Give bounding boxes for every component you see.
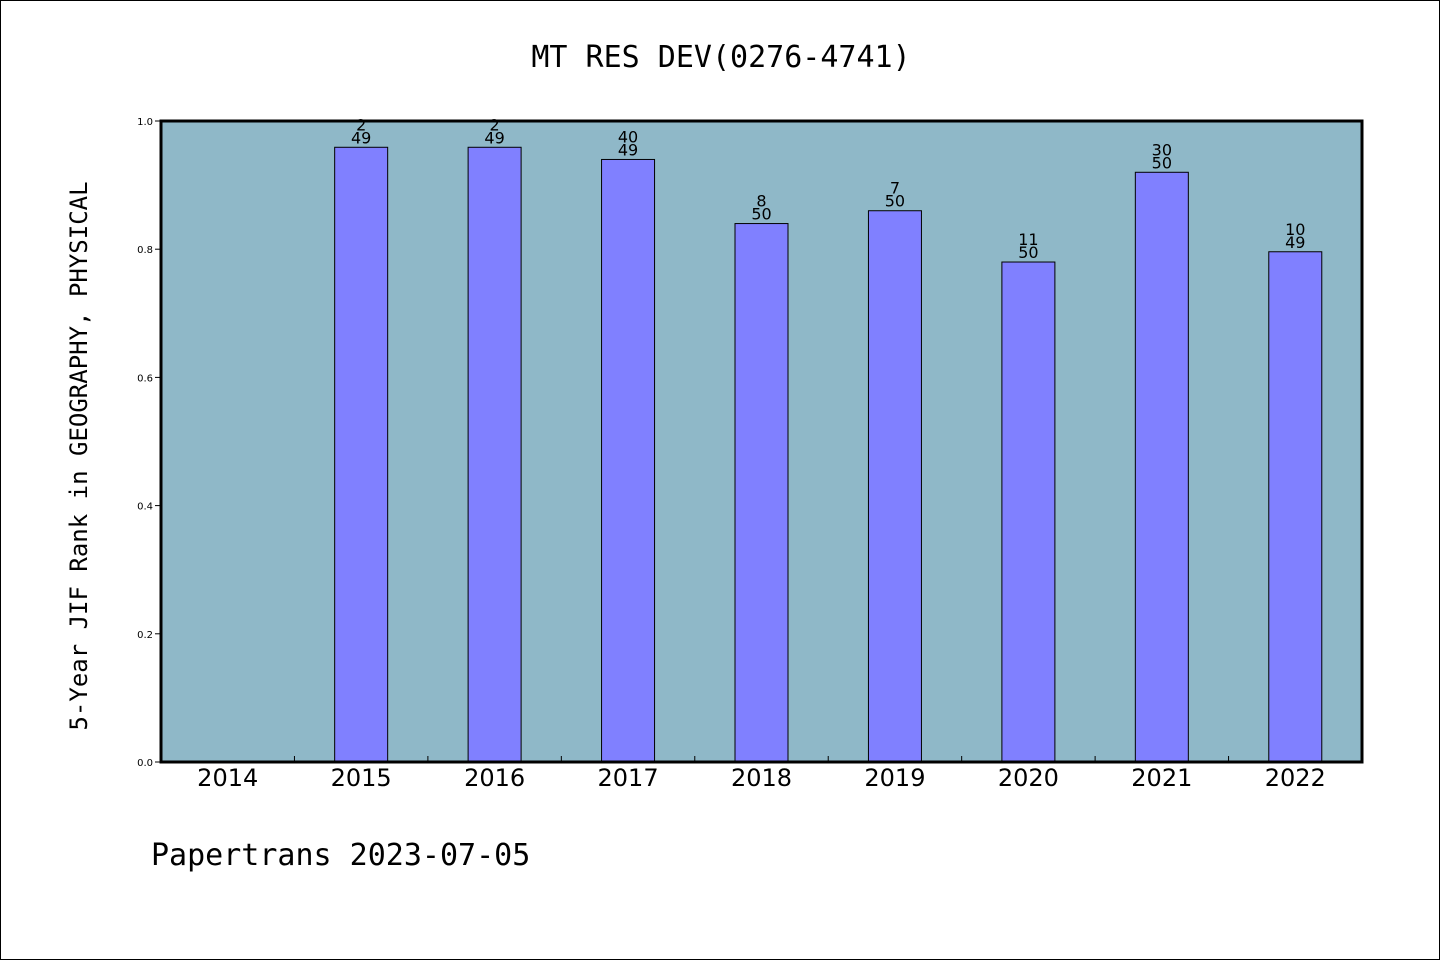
bar-2019 <box>867 210 922 763</box>
bar-2022 <box>1268 251 1323 763</box>
x-tick-label: 2018 <box>731 764 792 792</box>
x-tick-label: 2017 <box>598 764 659 792</box>
bar-2018 <box>734 223 789 763</box>
bar-total-label: 49 <box>1285 233 1305 252</box>
chart-title: MT RES DEV(0276-4741) <box>531 40 910 75</box>
bar-2015 <box>334 146 389 763</box>
x-tick-label: 2021 <box>1131 764 1192 792</box>
bar-total-label: 50 <box>1018 243 1038 262</box>
bar-total-label: 49 <box>351 128 371 147</box>
bar-2020 <box>1001 261 1056 763</box>
bar-rank-label: 40 <box>618 127 638 146</box>
bar-rank-label: 2 <box>490 115 500 134</box>
bar-rank-label: 7 <box>890 179 900 198</box>
x-tick-label: 2020 <box>998 764 1059 792</box>
bar-rank-label: 2 <box>356 115 366 134</box>
bars <box>334 146 1323 763</box>
bar-total-label: 50 <box>885 192 905 211</box>
x-tick-label: 2019 <box>864 764 925 792</box>
bar-total-label: 50 <box>751 205 771 224</box>
bar-total-label: 49 <box>618 140 638 159</box>
bar-rank-label: 8 <box>756 192 766 211</box>
y-tick-label: 1.0 <box>137 117 153 128</box>
plot-border <box>159 119 1364 764</box>
x-tick-label: 2022 <box>1265 764 1326 792</box>
bar-rank-label: 11 <box>1018 230 1038 249</box>
bar-2017 <box>601 158 656 763</box>
y-axis-ticks: 0.0 0.2 0.4 0.6 0.8 1.0 <box>137 117 161 769</box>
y-axis-label: 5-Year JIF Rank in GEOGRAPHY, PHYSICAL <box>65 181 93 730</box>
x-axis-ticks: 2014 2015 2016 2017 2018 2019 2020 2021 2022 <box>197 756 1326 792</box>
x-tick-label: 2014 <box>197 764 258 792</box>
x-tick-label: 2016 <box>464 764 525 792</box>
bar-rank-label: 30 <box>1152 140 1172 159</box>
bar-total-label: 49 <box>484 128 504 147</box>
y-tick-label: 0.6 <box>137 373 153 384</box>
bar-total-label: 50 <box>1152 153 1172 172</box>
bar-2021 <box>1134 171 1189 763</box>
bar-rank-label: 10 <box>1285 220 1305 239</box>
footer-text: Papertrans 2023-07-05 <box>151 838 530 873</box>
y-tick-label: 0.8 <box>137 245 153 256</box>
y-tick-label: 0.0 <box>137 758 153 769</box>
bar-2016 <box>467 146 522 763</box>
y-tick-label: 0.2 <box>137 630 153 641</box>
x-tick-label: 2015 <box>331 764 392 792</box>
y-tick-label: 0.4 <box>137 502 153 513</box>
